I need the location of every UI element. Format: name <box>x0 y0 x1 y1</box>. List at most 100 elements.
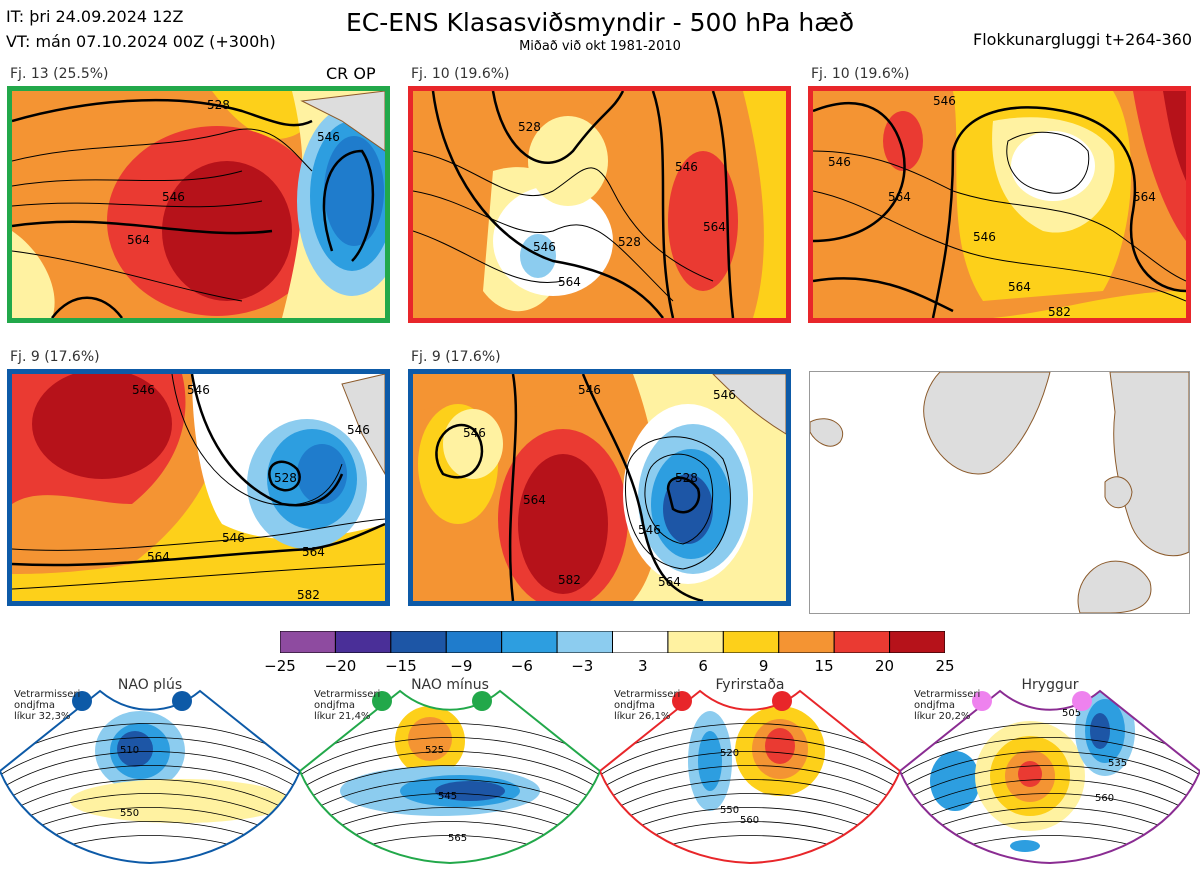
chart-title: EC-ENS Klasasviðsmyndir - 500 hPa hæð <box>345 8 855 37</box>
contour-label: 564 <box>888 190 911 204</box>
regime-map: 525 545 565 <box>300 689 600 865</box>
colorbar-tick-label: −6 <box>510 657 533 675</box>
colorbar-segment <box>833 630 891 654</box>
regime-note-line: ondjfma <box>314 700 355 711</box>
colorbar-segment <box>556 630 614 654</box>
panel-label-2: Fj. 10 (19.6%) <box>411 66 510 82</box>
colorbar-segment <box>889 630 946 654</box>
regime-marker <box>72 691 92 711</box>
contour-line <box>300 765 600 804</box>
regime-marker <box>1072 691 1092 711</box>
contour-label: 525 <box>425 745 444 756</box>
regime-border <box>0 689 300 865</box>
contour-label: 582 <box>297 588 320 601</box>
contour-label: 528 <box>675 471 698 485</box>
contour-label: 528 <box>618 235 641 249</box>
contour-label: 582 <box>1048 305 1071 318</box>
panel-label-3: Fj. 10 (19.6%) <box>811 66 910 82</box>
contour-line <box>0 751 300 790</box>
colorbar-tick-label: −20 <box>324 657 357 675</box>
basemap-panel <box>809 371 1190 614</box>
regime-note-line: Vetrarmisseri <box>14 689 81 700</box>
colorbar-segment <box>445 630 503 654</box>
panel-label-1: Fj. 13 (25.5%) <box>10 66 109 82</box>
regime-map: 505 535 560 <box>900 689 1200 865</box>
colorbar-tick-label: 15 <box>814 657 834 675</box>
anomaly-area <box>1090 713 1110 749</box>
contour-line <box>0 793 300 832</box>
colorbar-segment <box>390 630 447 654</box>
init-time: IT: þri 24.09.2024 12Z <box>6 7 184 26</box>
anomaly-area <box>435 781 505 801</box>
contour-label: 510 <box>120 745 139 756</box>
cluster-map-1: 528 546 564 546 <box>7 86 390 323</box>
contour-label: 546 <box>713 388 736 402</box>
regime-note-line: líkur 26,1% <box>614 711 671 722</box>
cluster-map-4: 546 546 546 528 546 564 564 582 <box>7 369 390 606</box>
colorbar-segment <box>722 630 780 654</box>
colorbar-segment <box>778 630 835 654</box>
contour-label: 546 <box>187 383 210 397</box>
regime-note-line: ondjfma <box>14 700 55 711</box>
contour-label: 560 <box>740 815 759 826</box>
contour-line <box>300 779 600 818</box>
contour-line <box>600 737 900 776</box>
colorbar-tick-label: 3 <box>637 657 648 675</box>
regime-title: NAO mínus <box>411 677 489 693</box>
regime-marker <box>772 691 792 711</box>
colorbar-tick-label: 25 <box>935 657 955 675</box>
regime-title: Fyrirstaða <box>715 677 785 693</box>
contour-label: 564 <box>147 550 170 564</box>
panel-extra-label: CR OP <box>326 64 376 83</box>
regime-title: Hryggur <box>1021 677 1079 693</box>
regime-note-line: líkur 20,2% <box>914 711 971 722</box>
anomaly-area <box>408 717 452 761</box>
contour-label: 565 <box>448 833 467 844</box>
contour-line <box>300 737 600 776</box>
contour-label: 528 <box>274 471 297 485</box>
anomaly-area <box>765 728 795 764</box>
colorbar-tick-label: −3 <box>571 657 594 675</box>
contour-line <box>300 751 600 790</box>
contour-label: 546 <box>828 155 851 169</box>
regime-title: NAO plús <box>117 677 183 693</box>
colorbar-tick-label: −9 <box>450 657 473 675</box>
regime-marker <box>672 691 692 711</box>
contour-label: 564 <box>523 493 546 507</box>
contour-label: 546 <box>675 160 698 174</box>
contour-label: 545 <box>438 791 457 802</box>
regime-note-line: ondjfma <box>914 700 955 711</box>
contour-label: 528 <box>518 120 541 134</box>
contour-line <box>0 779 300 818</box>
anomaly-area <box>698 731 722 791</box>
contour-line <box>0 737 300 776</box>
contour-line <box>900 737 1200 776</box>
contour-line <box>600 793 900 832</box>
contour-label: 546 <box>973 230 996 244</box>
contour-label: 505 <box>1062 708 1081 719</box>
colorbar <box>279 630 946 657</box>
contour-line <box>300 793 600 832</box>
regime-marker <box>372 691 392 711</box>
regime-note-line: Vetrarmisseri <box>314 689 381 700</box>
anomaly-area <box>117 731 153 767</box>
anomaly-area <box>1010 840 1040 852</box>
regime-border <box>600 689 900 865</box>
colorbar-tick-label: −25 <box>264 657 296 675</box>
contour-label: 546 <box>638 523 661 537</box>
contour-line <box>600 779 900 818</box>
regime-marker <box>172 691 192 711</box>
valid-time: VT: mán 07.10.2024 00Z (+300h) <box>6 32 276 51</box>
contour-label: 582 <box>558 573 581 587</box>
regime-note-line: Vetrarmisseri <box>914 689 981 700</box>
contour-label: 546 <box>222 531 245 545</box>
contour-label: 564 <box>1008 280 1031 294</box>
contour-label: 564 <box>127 233 150 247</box>
contour-label: 546 <box>578 383 601 397</box>
colorbar-segment <box>334 630 392 654</box>
contour-line <box>900 765 1200 804</box>
colorbar-segment <box>612 630 669 654</box>
anomaly-area <box>70 779 290 823</box>
colorbar-tick-label: 6 <box>698 657 708 675</box>
